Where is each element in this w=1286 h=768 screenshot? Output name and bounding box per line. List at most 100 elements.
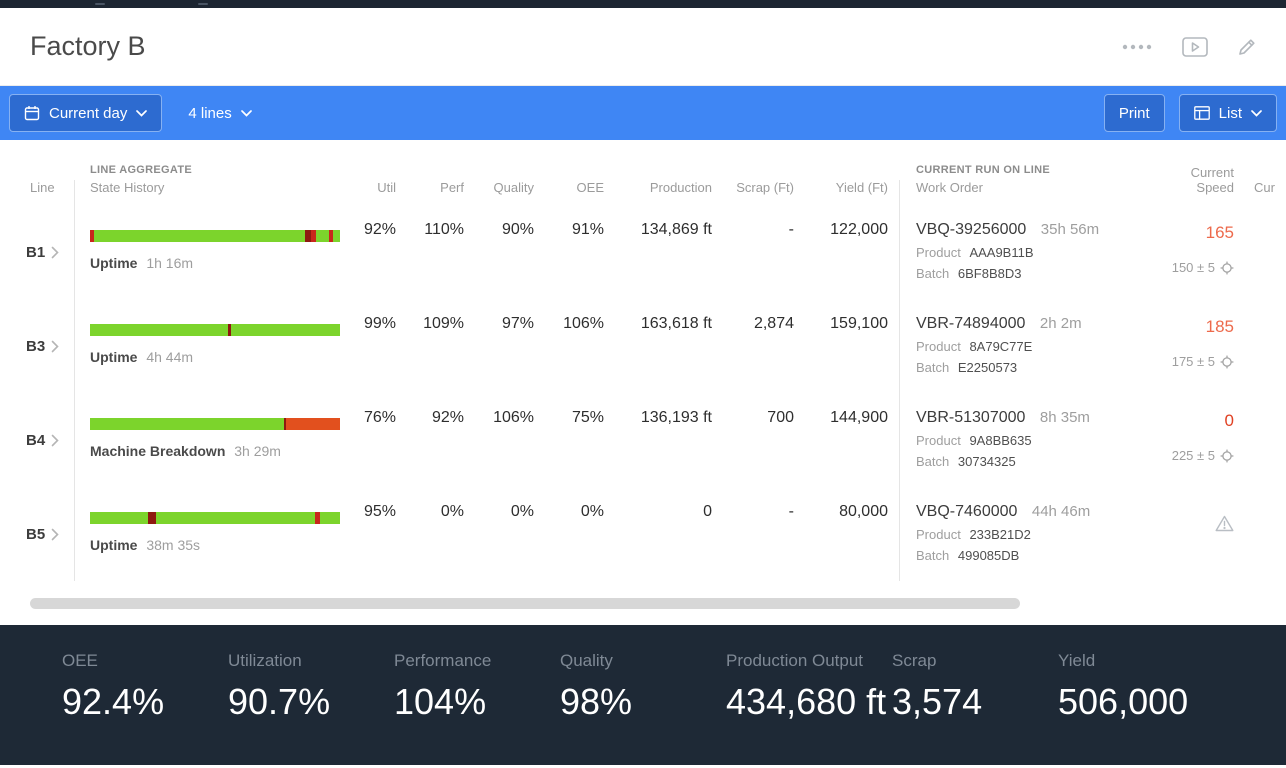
lines-table: Line LINE AGGREGATE State History Util P… (0, 140, 1286, 581)
target-speed-row: 225 ± 5 (1150, 448, 1234, 463)
scrap-value: - (788, 503, 794, 520)
work-order-cell: VBQ-7460000 44h 46m Product 233B21D2 Bat… (900, 487, 1150, 581)
col-header-yield: Yield (Ft) (805, 180, 900, 205)
edit-pencil-icon[interactable] (1238, 38, 1256, 56)
stat-value: 98% (560, 681, 633, 722)
stat-value: 3,574 (892, 681, 983, 722)
stat-label: OEE (62, 651, 98, 670)
chevron-right-icon (51, 434, 59, 447)
chevron-down-icon (136, 109, 148, 117)
print-label: Print (1118, 104, 1150, 122)
print-button[interactable]: Print (1103, 94, 1165, 132)
state-segment (315, 512, 320, 524)
period-label: Current day (49, 104, 128, 122)
work-order-line: VBQ-39256000 35h 56m (916, 221, 1150, 239)
state-history-bar[interactable] (90, 324, 340, 336)
state-label: Uptime (90, 537, 138, 553)
util-value: 92% (363, 221, 396, 238)
footer-stat: Yield 506,000 (1058, 651, 1224, 765)
col-header-util: Util (377, 180, 396, 195)
work-order-id[interactable]: VBR-51307000 (916, 409, 1026, 426)
work-order-id[interactable]: VBQ-7460000 (916, 503, 1018, 520)
stat-value: 90.7% (228, 681, 331, 722)
oee-value: 75% (571, 409, 604, 426)
stat-value: 92.4% (62, 681, 165, 722)
state-history-bar[interactable] (90, 230, 340, 242)
production-value: 0 (703, 503, 712, 520)
batch-label: Batch (916, 548, 950, 563)
line-cell[interactable]: B1 (0, 205, 75, 299)
current-speed-value: 185 (1205, 317, 1234, 336)
oee-value: 106% (563, 315, 604, 332)
state-history-cell: Uptime 38m 35s (75, 487, 347, 581)
product-line: Product 9A8BB635 (916, 433, 1150, 448)
page-title: Factory B (30, 31, 146, 61)
line-label: B4 (26, 431, 46, 449)
col-header-quality: Quality (493, 180, 534, 195)
table-row: B3 Uptime 4h 44m 99% 109% 97% 106% 163,6… (0, 299, 1286, 393)
line-cell[interactable]: B4 (0, 393, 75, 487)
col-header-current-speed: Current Speed (1190, 165, 1234, 195)
state-label: Uptime (90, 255, 138, 271)
state-segment (333, 230, 340, 242)
state-history-bar[interactable] (90, 512, 340, 524)
product-value: 8A79C77E (969, 339, 1033, 354)
yield-value: 159,100 (805, 299, 900, 393)
production-value: 136,193 ft (640, 409, 712, 426)
perf-value: 0% (440, 503, 464, 520)
table-header-row: Line LINE AGGREGATE State History Util P… (0, 140, 1286, 205)
state-segment (227, 324, 231, 336)
scrap-value: 700 (767, 409, 794, 426)
line-cell[interactable]: B3 (0, 299, 75, 393)
target-speed-value: 225 ± 5 (1171, 448, 1215, 463)
work-order-line: VBR-74894000 2h 2m (916, 315, 1150, 333)
target-speed-value: 175 ± 5 (1171, 354, 1215, 369)
target-speed-value: 150 ± 5 (1171, 260, 1215, 275)
speed-settings-icon[interactable] (1220, 261, 1234, 275)
product-label: Product (916, 245, 961, 260)
col-group-current-run: CURRENT RUN ON LINE (916, 164, 1051, 176)
speed-settings-icon[interactable] (1220, 355, 1234, 369)
batch-line: Batch 6BF8B8D3 (916, 266, 1150, 281)
stat-value: 506,000 (1058, 681, 1189, 722)
product-value: AAA9B11B (969, 245, 1034, 260)
col-header-state-history-label: State History (90, 180, 165, 195)
product-label: Product (916, 527, 961, 542)
lines-dropdown[interactable]: 4 lines (176, 94, 263, 132)
col-header-oee: OEE (576, 180, 604, 195)
scrollbar-thumb[interactable] (30, 598, 1020, 609)
state-line: Uptime 38m 35s (90, 537, 347, 553)
more-menu-icon[interactable] (1122, 44, 1152, 50)
state-history-bar[interactable] (90, 418, 340, 430)
horizontal-scrollbar (0, 581, 1286, 625)
page-header: Factory B (0, 8, 1286, 86)
state-segment (283, 418, 287, 430)
batch-line: Batch E2250573 (916, 360, 1150, 375)
work-order-id[interactable]: VBR-74894000 (916, 315, 1026, 332)
quality-value: 90% (501, 221, 534, 238)
yield-value: 80,000 (805, 487, 900, 581)
state-segment (90, 418, 284, 430)
work-order-id[interactable]: VBQ-39256000 (916, 221, 1027, 238)
state-segment (90, 230, 94, 242)
state-history-cell: Uptime 1h 16m (75, 205, 347, 299)
batch-label: Batch (916, 454, 950, 469)
run-duration: 44h 46m (1031, 503, 1091, 520)
state-segment (155, 512, 315, 524)
view-dropdown[interactable]: List (1178, 94, 1277, 132)
stat-label: Yield (1058, 651, 1096, 670)
overflow-cell (1250, 299, 1286, 393)
product-line: Product 233B21D2 (916, 527, 1150, 542)
util-value: 99% (363, 315, 396, 332)
period-dropdown[interactable]: Current day (9, 94, 163, 132)
run-duration: 35h 56m (1040, 221, 1100, 238)
line-cell[interactable]: B5 (0, 487, 75, 581)
batch-line: Batch 30734325 (916, 454, 1150, 469)
state-segment (311, 230, 316, 242)
quality-value: 106% (493, 409, 534, 426)
slideshow-icon[interactable] (1182, 36, 1208, 57)
run-duration: 2h 2m (1039, 315, 1082, 332)
current-speed-cell: 185 175 ± 5 (1150, 299, 1250, 393)
speed-settings-icon[interactable] (1220, 449, 1234, 463)
col-header-work-order: CURRENT RUN ON LINE Work Order (900, 164, 1150, 205)
